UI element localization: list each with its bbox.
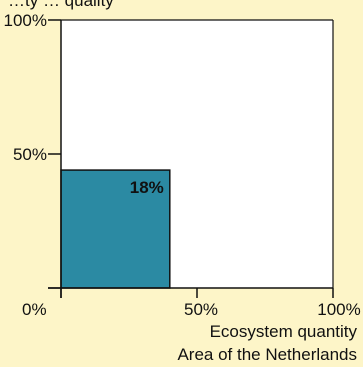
quality-block [60, 169, 171, 289]
x-tick-label: 0% [22, 300, 47, 319]
y-tick-label: 100% [4, 11, 47, 30]
x-tick-label: 50% [184, 300, 218, 319]
x-axis-label-line1: Ecosystem quantity [210, 322, 358, 341]
y-ticks: 100% 50% [4, 11, 61, 289]
block-label: 18% [130, 178, 164, 197]
x-axis-label-line2: Area of the Netherlands [177, 345, 357, 364]
x-ticks: 0% 50% 100% [22, 288, 361, 319]
y-tick-label: 50% [13, 145, 47, 164]
x-tick-label: 100% [317, 300, 360, 319]
y-axis-label: …ty … quality [8, 0, 114, 10]
